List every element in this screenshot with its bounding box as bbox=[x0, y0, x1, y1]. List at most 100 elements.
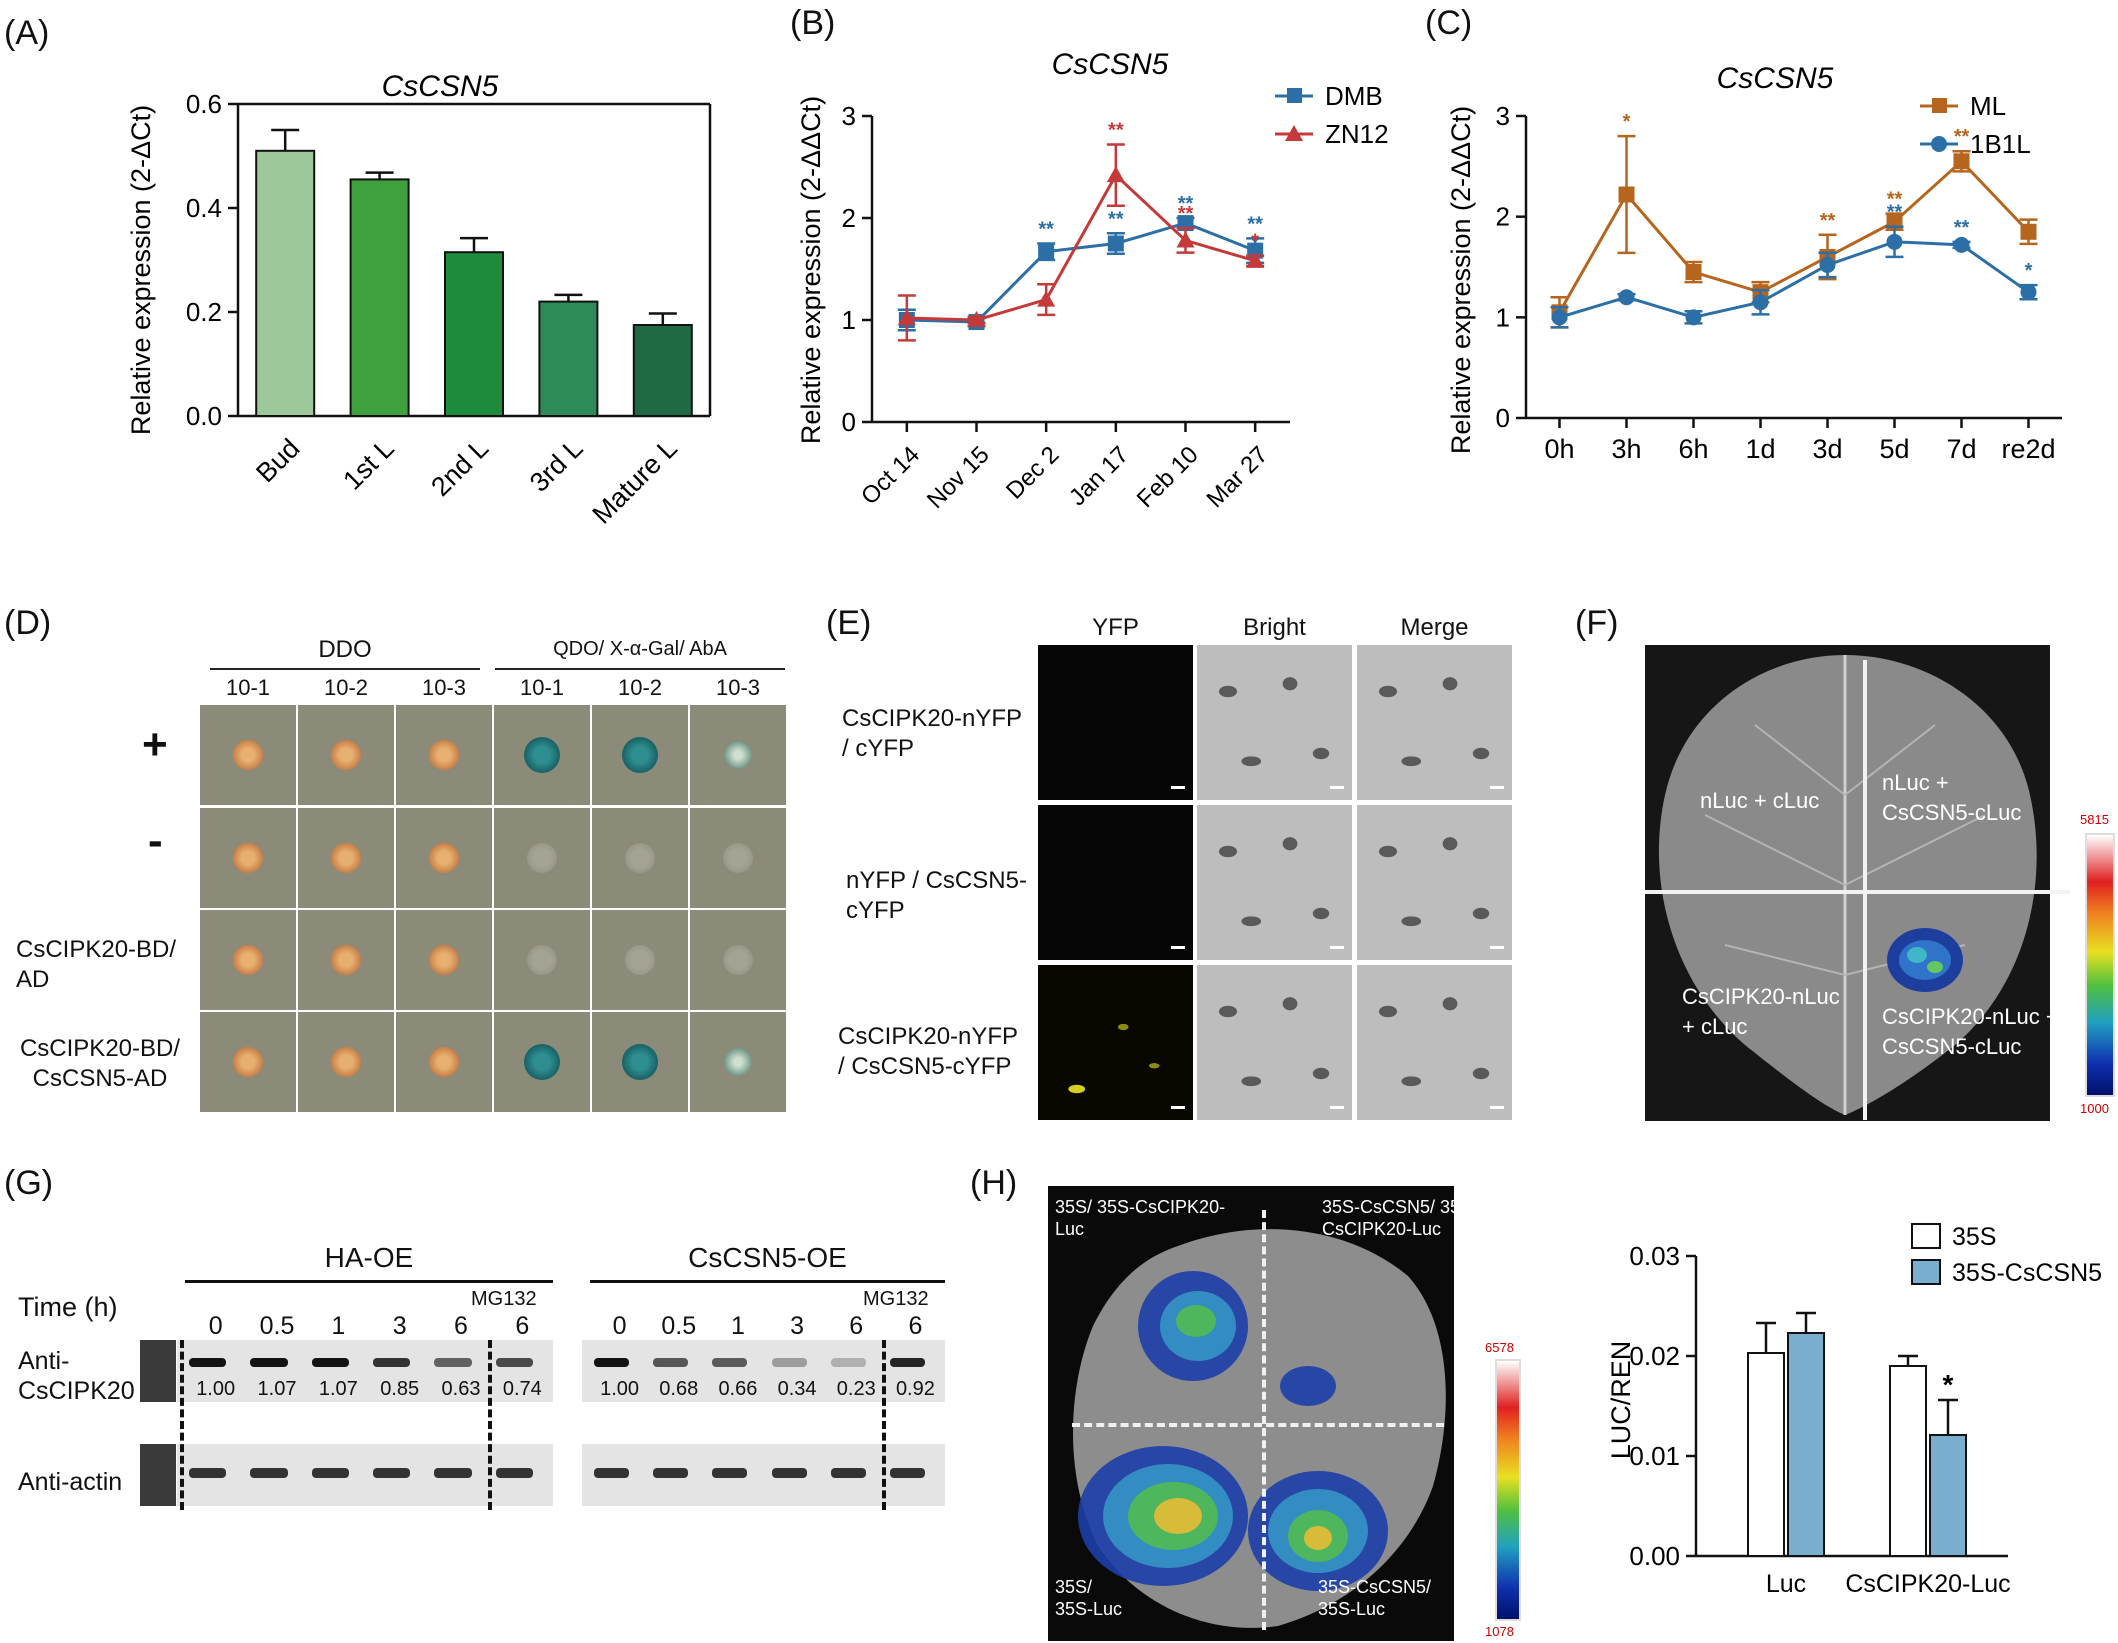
chart-c: CsCSN5 Relative expression (2-ΔΔCt) 0 1 2 3… bbox=[1446, 62, 2062, 464]
g-row-label-cipk20: Anti- CsCIPK20 bbox=[18, 1347, 135, 1405]
d-dilution-label: 10-2 bbox=[323, 675, 369, 700]
d-plate-cell bbox=[396, 910, 492, 1010]
d-colony bbox=[233, 740, 263, 770]
x-tick-label: Dec 2 bbox=[1001, 441, 1064, 504]
h-divider-vertical bbox=[1262, 1210, 1266, 1630]
e-merge-image bbox=[1357, 965, 1512, 1120]
significance-mark: ** bbox=[1178, 193, 1194, 215]
g-time-value: 3 bbox=[790, 1312, 805, 1340]
d-group-qdo: QDO/ X-α-Gal/ AbA bbox=[553, 638, 727, 660]
data-point bbox=[1176, 231, 1195, 248]
d-plate-cell bbox=[298, 1012, 394, 1112]
g-band bbox=[889, 1358, 925, 1367]
d-dilution-label: 10-1 bbox=[225, 675, 271, 700]
d-colony bbox=[331, 740, 361, 770]
y-tick-label: 0.6 bbox=[186, 89, 222, 119]
e-yfp-image bbox=[1038, 965, 1193, 1120]
panel-label-c: (C) bbox=[1425, 4, 1473, 42]
panel-label-b: (B) bbox=[790, 4, 836, 42]
g-band bbox=[830, 1358, 866, 1367]
g-time-value: 6 bbox=[454, 1312, 468, 1340]
chart-h-plot: 0.00 0.01 0.02 0.03 Luc CsCIPK20-Luc * 35S 35S-C… bbox=[1629, 1223, 2102, 1598]
d-plate-cell bbox=[494, 705, 590, 805]
bar-35s-luc bbox=[1747, 1352, 1785, 1557]
f-color-scale bbox=[2085, 833, 2115, 1097]
g-band bbox=[771, 1468, 807, 1478]
data-point bbox=[1107, 235, 1124, 252]
g-band bbox=[495, 1358, 533, 1367]
g-band bbox=[250, 1358, 288, 1367]
d-colony bbox=[723, 843, 753, 873]
chart-b: CsCSN5 Relative expression (2-ΔΔCt) 0 1 2 3… bbox=[796, 48, 1389, 514]
d-plate-cell bbox=[396, 705, 492, 805]
chart-b-ylabel: Relative expression (2-ΔΔCt) bbox=[796, 96, 826, 444]
chart-c-title: CsCSN5 bbox=[1717, 62, 1834, 95]
d-colony bbox=[331, 843, 361, 873]
data-point bbox=[1037, 290, 1056, 307]
chart-h-ylabel: LUC/REN bbox=[1606, 1341, 1636, 1460]
y-tick-label: 1 bbox=[1496, 302, 1510, 332]
g-mg132-divider bbox=[487, 1340, 492, 1510]
f-quadrant-tl: nLuc + cLuc bbox=[1700, 788, 1820, 813]
x-tick-label: 7d bbox=[1946, 434, 1976, 464]
g-band bbox=[594, 1468, 630, 1478]
f-quadrant-bl: CsCIPK20-nLuc + cLuc bbox=[1682, 984, 1840, 1039]
data-point bbox=[1752, 294, 1769, 311]
x-tick-label: Nov 15 bbox=[922, 441, 995, 514]
significance-mark: * bbox=[2025, 260, 2033, 282]
f-quadrant-br: CsCIPK20-nLuc + CsCSN5-cLuc bbox=[1882, 1004, 2059, 1059]
g-blot-actin bbox=[582, 1444, 945, 1506]
bar-35s-cscsn5-luc bbox=[1787, 1332, 1825, 1557]
d-plate-cell bbox=[494, 910, 590, 1010]
significance-mark: ** bbox=[1887, 202, 1903, 224]
x-tick-label: Oct 14 bbox=[856, 441, 925, 510]
y-tick-label: 0.02 bbox=[1629, 1341, 1680, 1371]
bar-mature-l bbox=[632, 324, 693, 417]
h-scale-min: 1078 bbox=[1485, 1624, 1514, 1639]
y-tick-label: 2 bbox=[1496, 202, 1510, 232]
data-point bbox=[1953, 153, 1970, 170]
g-group-title: CsCSN5-OE bbox=[688, 1242, 847, 1273]
x-tick-label: re2d bbox=[2001, 434, 2055, 464]
series-line-zn12 bbox=[906, 172, 1256, 322]
x-tick-label: 6h bbox=[1678, 434, 1708, 464]
d-group-qdo-line bbox=[495, 668, 785, 670]
chart-b-title: CsCSN5 bbox=[1052, 48, 1169, 81]
d-plate-cell bbox=[494, 1012, 590, 1112]
x-tick-label: Jan 17 bbox=[1064, 441, 1134, 511]
d-plate-cell bbox=[396, 1012, 492, 1112]
data-point bbox=[1618, 186, 1635, 203]
y-tick-label: 0.0 bbox=[186, 401, 222, 431]
e-scale-bar bbox=[1171, 946, 1185, 949]
g-marker-lane bbox=[140, 1444, 176, 1506]
significance-mark: ** bbox=[1178, 203, 1194, 225]
g-time-value: 0.5 bbox=[259, 1312, 295, 1340]
g-time-value: 1 bbox=[730, 1312, 745, 1340]
d-dilution-label: 10-3 bbox=[715, 675, 761, 700]
bar-2nd-l bbox=[444, 251, 504, 417]
chart-a: CsCSN5 Relative expression (2-ΔCt) 0.00.… bbox=[126, 70, 712, 530]
significance-mark: ** bbox=[1820, 210, 1836, 232]
y-tick-label: 2 bbox=[842, 203, 856, 233]
y-tick-label: 3 bbox=[842, 101, 856, 131]
d-colony bbox=[724, 1048, 752, 1076]
d-plate-cell bbox=[200, 705, 296, 805]
d-row-label: CsCIPK20-BD/ CsCSN5-AD bbox=[19, 1035, 181, 1092]
d-plate-cell bbox=[592, 705, 688, 805]
legend-label: 35S bbox=[1952, 1223, 1996, 1251]
legend-label: ZN12 bbox=[1325, 119, 1389, 149]
significance-mark: * bbox=[1623, 111, 1631, 133]
significance-mark: ** bbox=[1247, 213, 1263, 235]
x-tick-label: 3h bbox=[1611, 434, 1641, 464]
chart-a-title: CsCSN5 bbox=[382, 70, 499, 103]
y-tick-label: 1 bbox=[842, 305, 856, 335]
x-tick-label: CsCIPK20-Luc bbox=[1845, 1570, 2010, 1598]
g-mg132-divider bbox=[881, 1340, 886, 1510]
g-band bbox=[434, 1468, 472, 1478]
g-time-label: Time (h) bbox=[18, 1292, 118, 1322]
g-band-value: 0.85 bbox=[380, 1378, 420, 1400]
x-tick-label: Bud bbox=[250, 433, 305, 488]
y-tick-label: 0.03 bbox=[1629, 1241, 1680, 1271]
d-colony bbox=[429, 945, 459, 975]
